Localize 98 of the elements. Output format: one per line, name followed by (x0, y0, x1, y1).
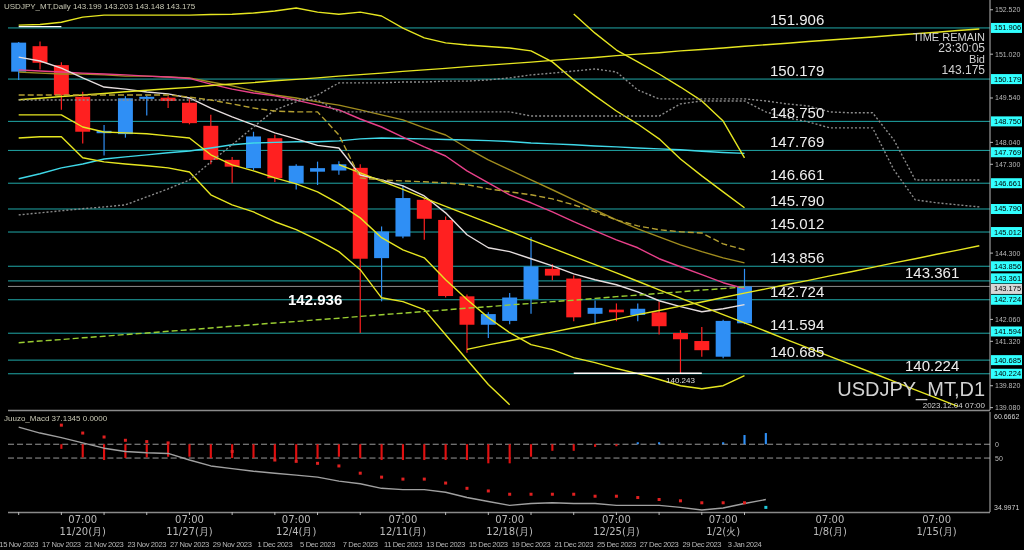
bar (743, 435, 746, 445)
candlestick (288, 163, 304, 191)
annotation: 23:30:05 (938, 41, 986, 55)
line-series (17, 136, 511, 406)
point (123, 438, 127, 442)
annotation: 2023.12.04 07:00 (922, 401, 986, 410)
text: 07:00 11/27(月) (166, 514, 213, 537)
annotation: 143.361 (905, 263, 960, 281)
bar (423, 444, 426, 461)
bar (81, 444, 84, 458)
candlestick (651, 301, 667, 336)
point (422, 477, 426, 481)
annotation: 145.012 (770, 215, 825, 233)
annotation: 142.724 (770, 282, 825, 300)
point (401, 477, 405, 481)
bar (252, 444, 255, 459)
bar (188, 444, 191, 457)
candlestick (694, 326, 710, 358)
bar (295, 444, 298, 461)
point (636, 496, 640, 500)
point (743, 501, 746, 505)
annotation: 140.685 (770, 343, 825, 361)
point (508, 492, 512, 496)
point (700, 501, 704, 505)
point (550, 492, 554, 496)
bar (401, 444, 404, 461)
text: 07:00 11/20(月) (59, 514, 107, 537)
annotation: 140.224 (905, 356, 960, 374)
bar (487, 444, 490, 464)
point (721, 501, 725, 505)
bar (529, 444, 533, 457)
point (145, 440, 149, 444)
bar (444, 444, 447, 461)
annotation: TIME REMAIN (912, 31, 986, 43)
bar (465, 444, 469, 461)
candlestick (310, 161, 326, 186)
line-series (17, 137, 746, 180)
point (358, 471, 362, 475)
chart-title: USDJPY_MT,Daily 143.199 143.203 143.148 143.175 (4, 2, 196, 11)
point (102, 435, 106, 439)
annotation: 147.769 (770, 133, 825, 151)
point (166, 441, 170, 445)
bar (508, 444, 511, 464)
annotation: 146.661 (770, 166, 825, 184)
chart-title: Juuzo_Macd 37.1345 0.0000 (4, 414, 108, 423)
point (572, 492, 576, 496)
annotation: 142.936 (288, 291, 343, 308)
candlestick (139, 95, 155, 117)
point (678, 499, 682, 503)
point (230, 449, 234, 453)
bar (316, 444, 319, 459)
bar (594, 444, 597, 447)
text: 07:00 12/25(月) (593, 514, 640, 537)
text: 07:00 1/8(月) (812, 514, 847, 537)
text: 07:00 12/11(月) (379, 514, 427, 537)
point (337, 464, 341, 468)
bar (60, 444, 63, 449)
bar (359, 444, 362, 459)
bar (124, 444, 127, 459)
text: 07:00 12/4(月) (276, 514, 317, 537)
candlestick (181, 98, 197, 125)
point (593, 494, 597, 498)
bar (337, 444, 340, 457)
point (764, 505, 768, 509)
annotation: 141.594 (770, 316, 825, 334)
point (486, 489, 490, 493)
bar (209, 444, 212, 459)
text: 07:00 12/18(月) (486, 514, 534, 537)
point (614, 494, 618, 498)
annotation: 151.906 (770, 10, 825, 28)
candlestick (416, 197, 432, 241)
point (444, 481, 448, 485)
point (273, 458, 277, 462)
annotation: 148.750 (770, 104, 825, 122)
data-label: 140.243 (666, 376, 696, 386)
candlestick (672, 329, 688, 374)
point (59, 423, 63, 427)
annotation: Bid (969, 53, 985, 65)
point (316, 461, 320, 465)
point (380, 475, 384, 479)
bar (764, 433, 767, 445)
point (465, 486, 469, 490)
annotation: 143.856 (770, 249, 825, 267)
annotation: 143.175 (941, 63, 986, 77)
text: 07:00 1/15(月) (916, 514, 957, 537)
point (294, 459, 298, 463)
annotation: 150.179 (770, 62, 825, 80)
bar (572, 444, 575, 451)
point (81, 431, 85, 435)
candlestick (587, 299, 603, 325)
annotation: 145.790 (770, 192, 825, 209)
bar (551, 444, 554, 451)
candlestick (502, 292, 518, 325)
line-series (17, 94, 746, 251)
bar (380, 444, 383, 461)
point (657, 498, 661, 501)
point (529, 492, 533, 496)
text: 07:00 1/2(火) (706, 514, 741, 537)
